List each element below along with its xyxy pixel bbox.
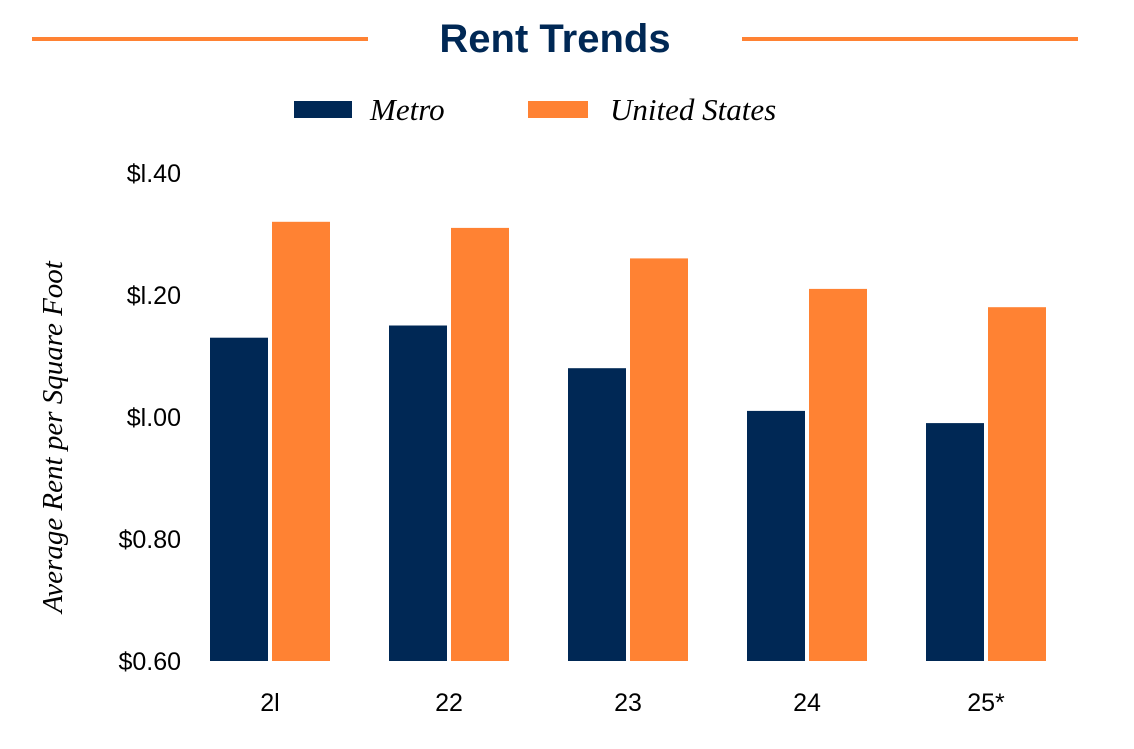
legend-swatch-metro bbox=[294, 101, 352, 118]
bar-metro-1 bbox=[389, 325, 447, 661]
legend-label-united-states: United States bbox=[610, 92, 776, 127]
bar-united-states-3 bbox=[809, 288, 867, 661]
x-tick-label: 22 bbox=[435, 689, 463, 717]
legend-label-metro: Metro bbox=[369, 92, 445, 127]
chart-title: Rent Trends bbox=[439, 17, 670, 61]
bar-united-states-1 bbox=[451, 227, 509, 661]
y-axis-label: Average Rent per Square Foot bbox=[37, 260, 69, 615]
x-tick-label: 23 bbox=[614, 689, 642, 717]
x-tick-label: 25* bbox=[967, 689, 1005, 717]
legend: Metro United States bbox=[294, 92, 776, 127]
y-tick-label: $0.60 bbox=[118, 648, 181, 676]
x-tick-label: 24 bbox=[793, 689, 821, 717]
bar-united-states-2 bbox=[630, 258, 688, 661]
bar-metro-0 bbox=[210, 337, 268, 661]
bar-metro-2 bbox=[568, 368, 626, 661]
bars bbox=[210, 221, 1046, 662]
legend-swatch-united-states bbox=[528, 101, 588, 118]
x-tick-label: 2l bbox=[260, 689, 279, 717]
y-tick-label: $0.80 bbox=[118, 526, 181, 554]
y-axis-ticks: $0.60 $0.80 $l.00 $l.20 $l.40 bbox=[118, 160, 181, 676]
x-axis-ticks: 2l 22 23 24 25* bbox=[260, 689, 1005, 717]
y-tick-label: $l.00 bbox=[127, 404, 181, 432]
bar-metro-4 bbox=[926, 423, 984, 661]
y-tick-label: $l.40 bbox=[127, 160, 181, 188]
bar-united-states-4 bbox=[988, 307, 1046, 661]
bar-united-states-0 bbox=[272, 221, 330, 662]
y-tick-label: $l.20 bbox=[127, 282, 181, 310]
bar-metro-3 bbox=[747, 410, 805, 661]
